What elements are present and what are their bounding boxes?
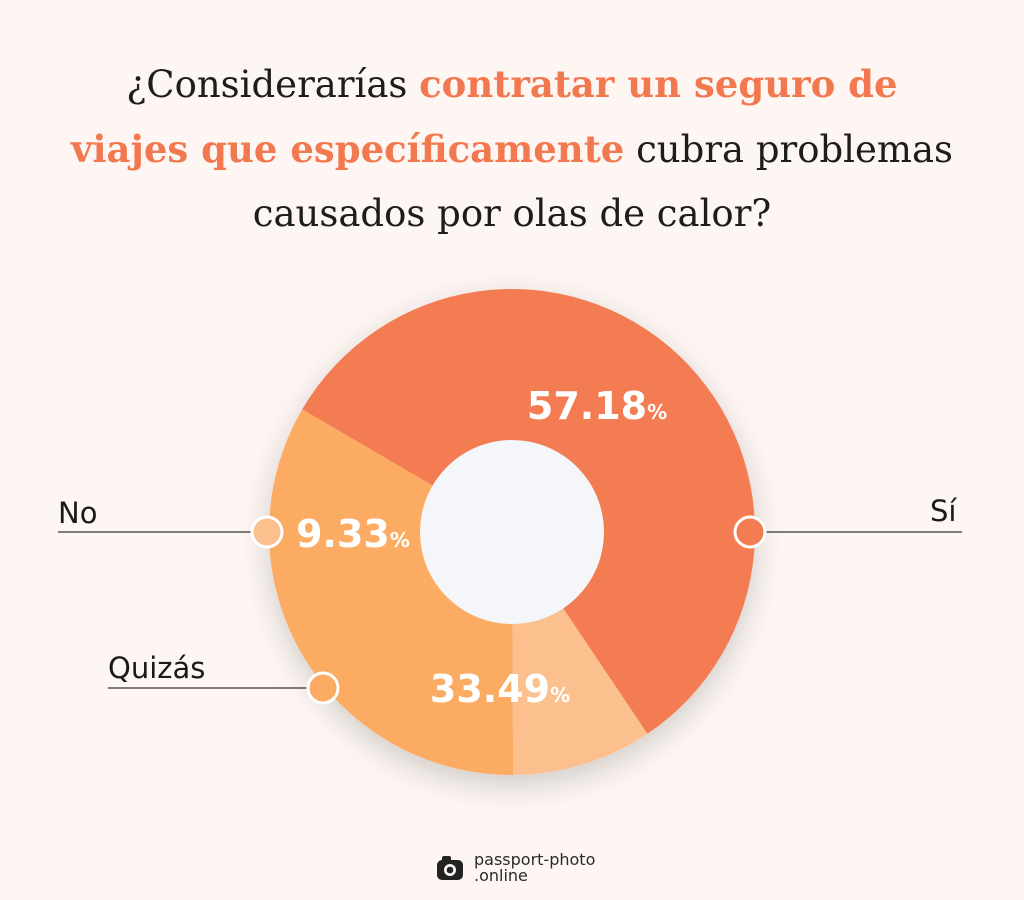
chart-title: ¿Considerarías contratar un seguro de vi… xyxy=(62,52,962,246)
category-label-quizas: Quizás xyxy=(108,651,206,685)
category-label-no: No xyxy=(58,496,98,530)
title-highlight: contratar un seguro de viajes que especí… xyxy=(70,62,898,171)
value-label-quizas: 33.49% xyxy=(430,667,570,711)
value-label-si: 57.18% xyxy=(527,384,667,428)
category-label-si: Sí xyxy=(930,494,957,528)
leader-dot-quizas xyxy=(306,671,340,705)
donut-hole xyxy=(420,440,604,624)
title-part-1: ¿Considerarías xyxy=(126,63,420,106)
brand-text-line2: .online xyxy=(474,866,528,885)
value-label-no: 9.33% xyxy=(296,512,410,556)
title-part-2: cubra problemas causados por olas de cal… xyxy=(252,128,954,235)
brand-text-line1: passport-photo xyxy=(474,850,596,869)
brand-logo: passport-photo .online xyxy=(436,850,595,886)
leader-dot-si xyxy=(733,515,767,549)
leader-dot-no xyxy=(250,515,284,549)
camera-icon xyxy=(437,856,463,880)
